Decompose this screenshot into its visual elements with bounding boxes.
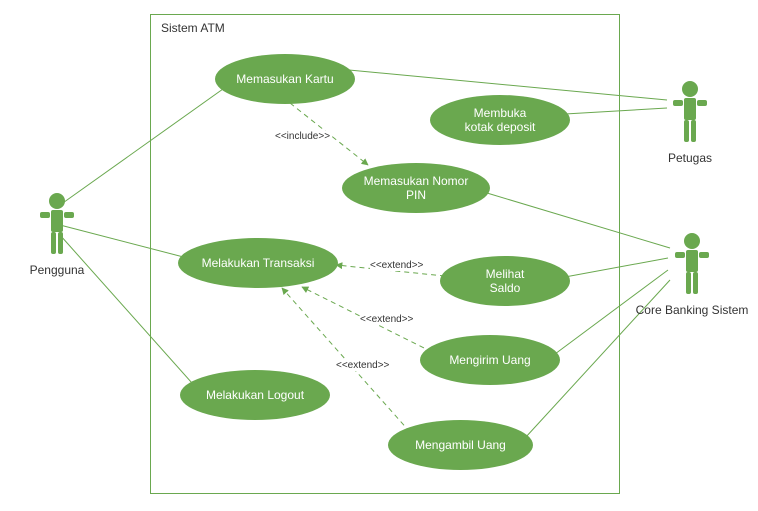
usecase-memasukan-kartu: Memasukan Kartu [215,54,355,104]
usecase-memasukan-pin: Memasukan Nomor PIN [342,163,490,213]
actor-petugas [670,80,710,150]
actor-pengguna [37,192,77,262]
actor-label-core: Core Banking Sistem [627,303,757,317]
system-title: Sistem ATM [161,21,225,35]
stereotype-label: <<extend>> [336,360,389,371]
stereotype-label: <<extend>> [360,314,413,325]
usecase-melakukan-transaksi: Melakukan Transaksi [178,238,338,288]
diagram-canvas: Sistem ATM Pengguna Petugas Core Banking… [0,0,758,511]
usecase-melakukan-logout: Melakukan Logout [180,370,330,420]
usecase-membuka-deposit: Membuka kotak deposit [430,95,570,145]
usecase-melihat-saldo: Melihat Saldo [440,256,570,306]
actor-label-petugas: Petugas [640,151,740,165]
usecase-mengirim-uang: Mengirim Uang [420,335,560,385]
actor-label-pengguna: Pengguna [7,263,107,277]
stereotype-label: <<extend>> [370,260,423,271]
actor-core [672,232,712,302]
stereotype-label: <<include>> [275,131,330,142]
usecase-mengambil-uang: Mengambil Uang [388,420,533,470]
